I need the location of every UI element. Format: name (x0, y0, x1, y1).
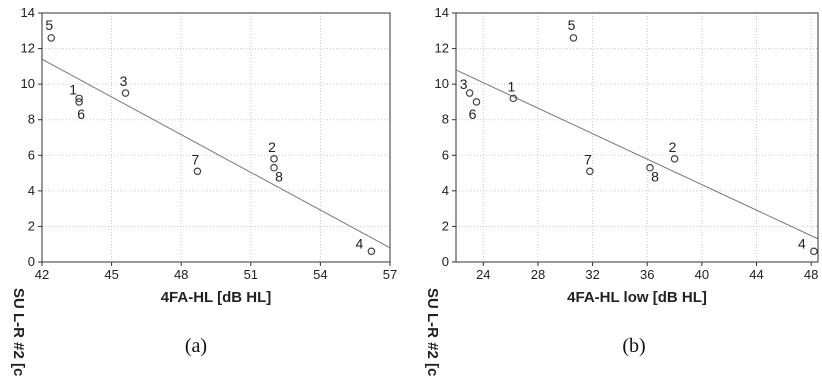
point-label: 5 (568, 17, 576, 33)
x-tick-label: 48 (174, 267, 188, 282)
y-axis-label: SU L-R #2 [c (424, 288, 441, 376)
y-tick-label: 0 (28, 254, 35, 269)
x-tick-label: 54 (313, 267, 327, 282)
x-tick-label: 44 (749, 267, 763, 282)
y-tick-label: 12 (21, 41, 35, 56)
x-tick-label: 45 (104, 267, 118, 282)
x-axis-label: 4FA-HL [dB HL] (161, 289, 272, 306)
data-point (47, 34, 56, 42)
data-point (472, 98, 481, 106)
data-point (810, 247, 818, 256)
y-tick-label: 10 (435, 76, 449, 91)
plot-frame (41, 12, 391, 263)
x-tick-label: 48 (804, 267, 818, 282)
y-tick-label: 8 (28, 112, 35, 127)
point-label: 2 (669, 139, 677, 155)
panel-caption: (b) (622, 335, 645, 357)
data-point (75, 98, 83, 106)
y-tick-label: 0 (442, 254, 449, 269)
point-label: 3 (460, 76, 468, 92)
data-point (509, 94, 518, 103)
point-label: 2 (268, 139, 276, 155)
x-tick-label: 36 (640, 267, 654, 282)
point-label: 5 (45, 17, 53, 33)
point-label: 1 (507, 78, 515, 94)
point-label: 7 (584, 151, 592, 167)
y-tick-label: 2 (28, 218, 35, 233)
data-point (121, 89, 130, 97)
chart-panel-b: 24 28 32 36 40 44 4802468101214123456784FA-HL … (424, 5, 819, 376)
y-tick-label: 4 (28, 183, 35, 198)
data-point (670, 155, 679, 163)
y-tick-label: 8 (442, 112, 449, 127)
y-tick-label: 6 (28, 147, 35, 162)
x-tick-label: 24 (476, 267, 490, 282)
data-point (569, 34, 578, 42)
point-label: 4 (798, 235, 806, 251)
data-point (586, 167, 594, 176)
x-tick-label: 57 (383, 267, 397, 282)
x-tick-label: 32 (585, 267, 599, 282)
x-tick-label: 40 (695, 267, 709, 282)
data-point (270, 155, 278, 163)
data-point (75, 94, 83, 103)
panel-caption: (a) (185, 335, 207, 357)
data-point (193, 167, 202, 176)
x-axis-label: 4FA-HL low [dB HL] (567, 289, 707, 306)
x-tick-label: 51 (244, 267, 258, 282)
y-tick-label: 2 (442, 218, 449, 233)
point-label: 1 (69, 81, 77, 97)
x-tick-label: 28 (531, 267, 545, 282)
data-point (465, 89, 474, 97)
y-tick-label: 14 (21, 5, 35, 20)
y-axis-label: SU L-R #2 [c (10, 288, 27, 376)
y-tick-label: 4 (442, 183, 449, 198)
y-tick-label: 10 (21, 76, 35, 91)
y-tick-label: 12 (435, 41, 449, 56)
point-label: 3 (120, 73, 128, 89)
point-label: 6 (77, 106, 85, 122)
y-tick-label: 14 (435, 5, 449, 20)
data-point (270, 163, 278, 172)
point-label: 6 (469, 106, 477, 122)
point-label: 8 (275, 169, 283, 185)
data-point (646, 163, 654, 172)
plot-frame (455, 12, 819, 263)
x-tick-label: 42 (35, 267, 49, 282)
fit-line (455, 69, 819, 240)
point-label: 4 (356, 235, 364, 251)
fit-line (41, 58, 391, 249)
point-label: 8 (651, 169, 659, 185)
data-point (367, 247, 376, 256)
y-tick-label: 6 (442, 147, 449, 162)
point-label: 7 (192, 151, 200, 167)
